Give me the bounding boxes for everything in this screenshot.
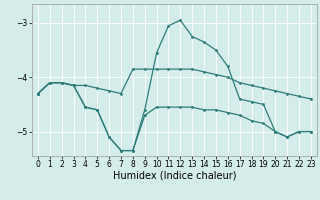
X-axis label: Humidex (Indice chaleur): Humidex (Indice chaleur)	[113, 171, 236, 181]
